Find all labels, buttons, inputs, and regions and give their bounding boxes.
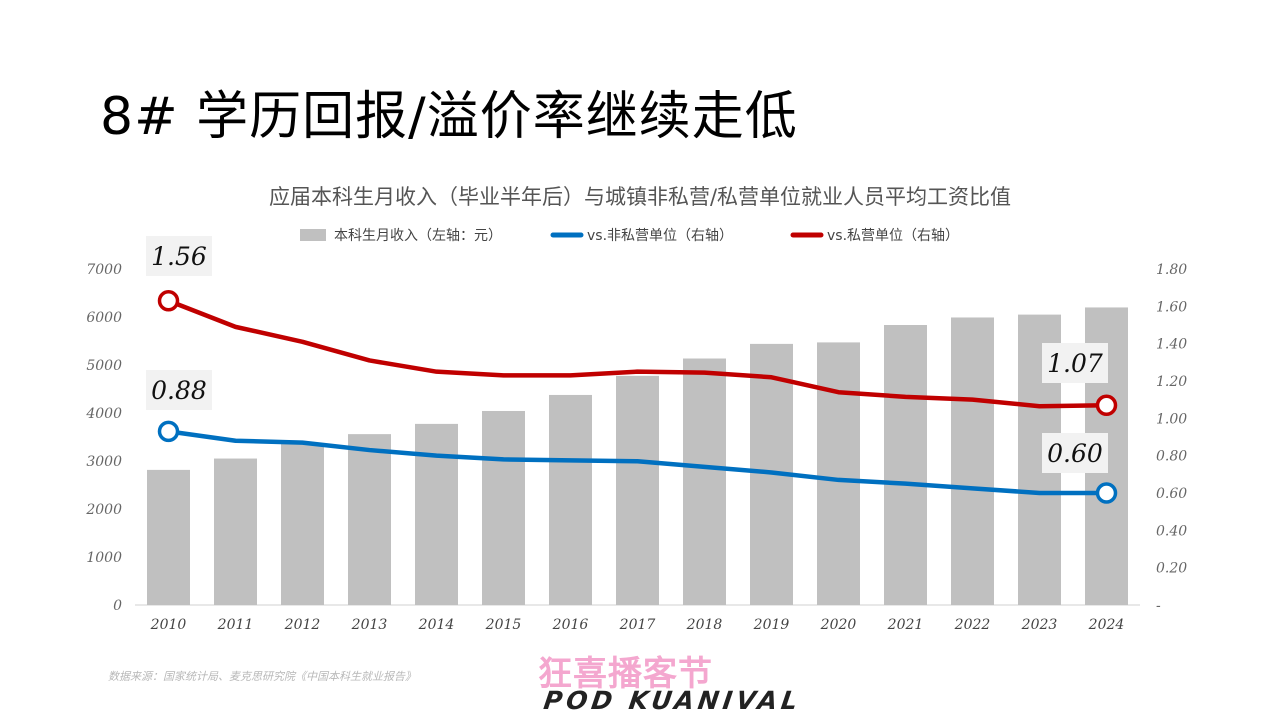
legend-label: vs.私营单位（右轴） — [827, 228, 959, 244]
right-tick-label: 0.80 — [1156, 449, 1187, 465]
ratio-endpoint-marker — [1095, 482, 1118, 504]
callout-label: 0.88 — [151, 376, 207, 405]
ratio-endpoint-marker — [1095, 394, 1118, 417]
callout-box — [146, 236, 212, 276]
x-tick-label: 2015 — [485, 617, 522, 633]
x-tick-label: 2013 — [351, 617, 388, 633]
x-tick-label: 2017 — [619, 617, 656, 633]
left-tick-label: 3000 — [86, 454, 122, 470]
callout-box — [1042, 343, 1108, 383]
x-axis: 2010 2011 2012 2013 2014 2015 2016 2017 2018 2019… — [150, 617, 1125, 633]
right-tick-label: 1.00 — [1156, 411, 1187, 427]
x-tick-label: 2021 — [887, 617, 924, 633]
right-tick-label: 1.40 — [1156, 337, 1187, 353]
pod-kuanival-logo: 狂喜播客节 POD KUANIVAL — [538, 646, 803, 716]
x-tick-label: 2011 — [217, 617, 254, 633]
income-bar — [214, 458, 257, 605]
x-tick-label: 2012 — [284, 617, 321, 633]
left-tick-label: 0 — [113, 598, 122, 614]
right-tick-label: 1.60 — [1156, 299, 1187, 315]
slide-title: 8# 学历回报/溢价率继续走低 — [100, 87, 798, 147]
income-bar — [616, 375, 659, 605]
left-tick-label: 6000 — [86, 310, 122, 326]
income-bar — [482, 410, 525, 605]
legend-label: vs.非私营单位（右轴） — [587, 228, 733, 244]
data-source-note: 数据来源：国家统计局、麦克思研究院《中国本科生就业报告》 — [108, 670, 416, 683]
x-tick-label: 2023 — [1021, 617, 1058, 633]
ratio-endpoint-marker — [157, 289, 180, 312]
ratio-line-1 — [166, 429, 1109, 496]
ratio-endpoint-marker — [157, 420, 180, 443]
callout-label: 1.07 — [1047, 349, 1103, 378]
callout-label: 1.56 — [151, 242, 207, 271]
logo-text-cn: 狂喜播客节 — [538, 654, 713, 694]
callout-box — [146, 370, 212, 410]
left-tick-label: 4000 — [85, 406, 122, 422]
income-bar — [415, 423, 458, 605]
legend-swatch-bar — [300, 229, 326, 241]
x-tick-label: 2020 — [820, 617, 857, 633]
bar-series — [147, 307, 1128, 605]
income-bar — [817, 342, 860, 605]
right-tick-label: 0.20 — [1156, 561, 1187, 577]
left-tick-label: 7000 — [86, 262, 122, 278]
income-bar — [549, 394, 592, 605]
chart-title: 应届本科生月收入（毕业半年后）与城镇非私营/私营单位就业人员平均工资比值 — [269, 185, 1011, 209]
left-tick-label: 5000 — [86, 358, 122, 374]
right-tick-label: - — [1156, 598, 1161, 614]
right-tick-label: 1.80 — [1156, 262, 1187, 278]
right-tick-label: 0.40 — [1156, 523, 1187, 539]
left-tick-label: 1000 — [86, 550, 122, 566]
left-tick-label: 2000 — [85, 502, 122, 518]
x-tick-label: 2018 — [686, 617, 723, 633]
income-bar — [281, 443, 324, 605]
data-callouts: 1.56 0.88 1.07 0.60 — [146, 236, 1108, 473]
callout-box — [1042, 433, 1108, 473]
right-tick-label: 0.60 — [1156, 486, 1187, 502]
income-bar — [951, 317, 994, 605]
x-tick-label: 2014 — [418, 617, 455, 633]
income-bar — [147, 469, 190, 605]
x-tick-label: 2010 — [150, 617, 187, 633]
x-tick-label: 2022 — [954, 617, 991, 633]
x-tick-label: 2024 — [1088, 617, 1125, 633]
income-bar — [683, 358, 726, 605]
left-axis: 7000 6000 5000 4000 3000 2000 1000 0 — [85, 262, 122, 614]
line-series — [157, 289, 1118, 504]
income-bar — [884, 325, 927, 605]
x-tick-label: 2016 — [552, 617, 589, 633]
right-tick-label: 1.20 — [1156, 374, 1187, 390]
right-axis: 1.80 1.60 1.40 1.20 1.00 0.80 0.60 0.40 0.20 - — [1156, 262, 1187, 614]
logo-text-en: POD KUANIVAL — [541, 686, 804, 715]
callout-label: 0.60 — [1047, 439, 1103, 468]
ratio-line-2 — [166, 298, 1109, 409]
x-tick-label: 2019 — [753, 617, 790, 633]
legend-label: 本科生月收入（左轴：元） — [334, 228, 502, 244]
chart-legend: 本科生月收入（左轴：元） vs.非私营单位（右轴） vs.私营单位（右轴） — [300, 228, 959, 244]
income-bar — [348, 434, 391, 605]
